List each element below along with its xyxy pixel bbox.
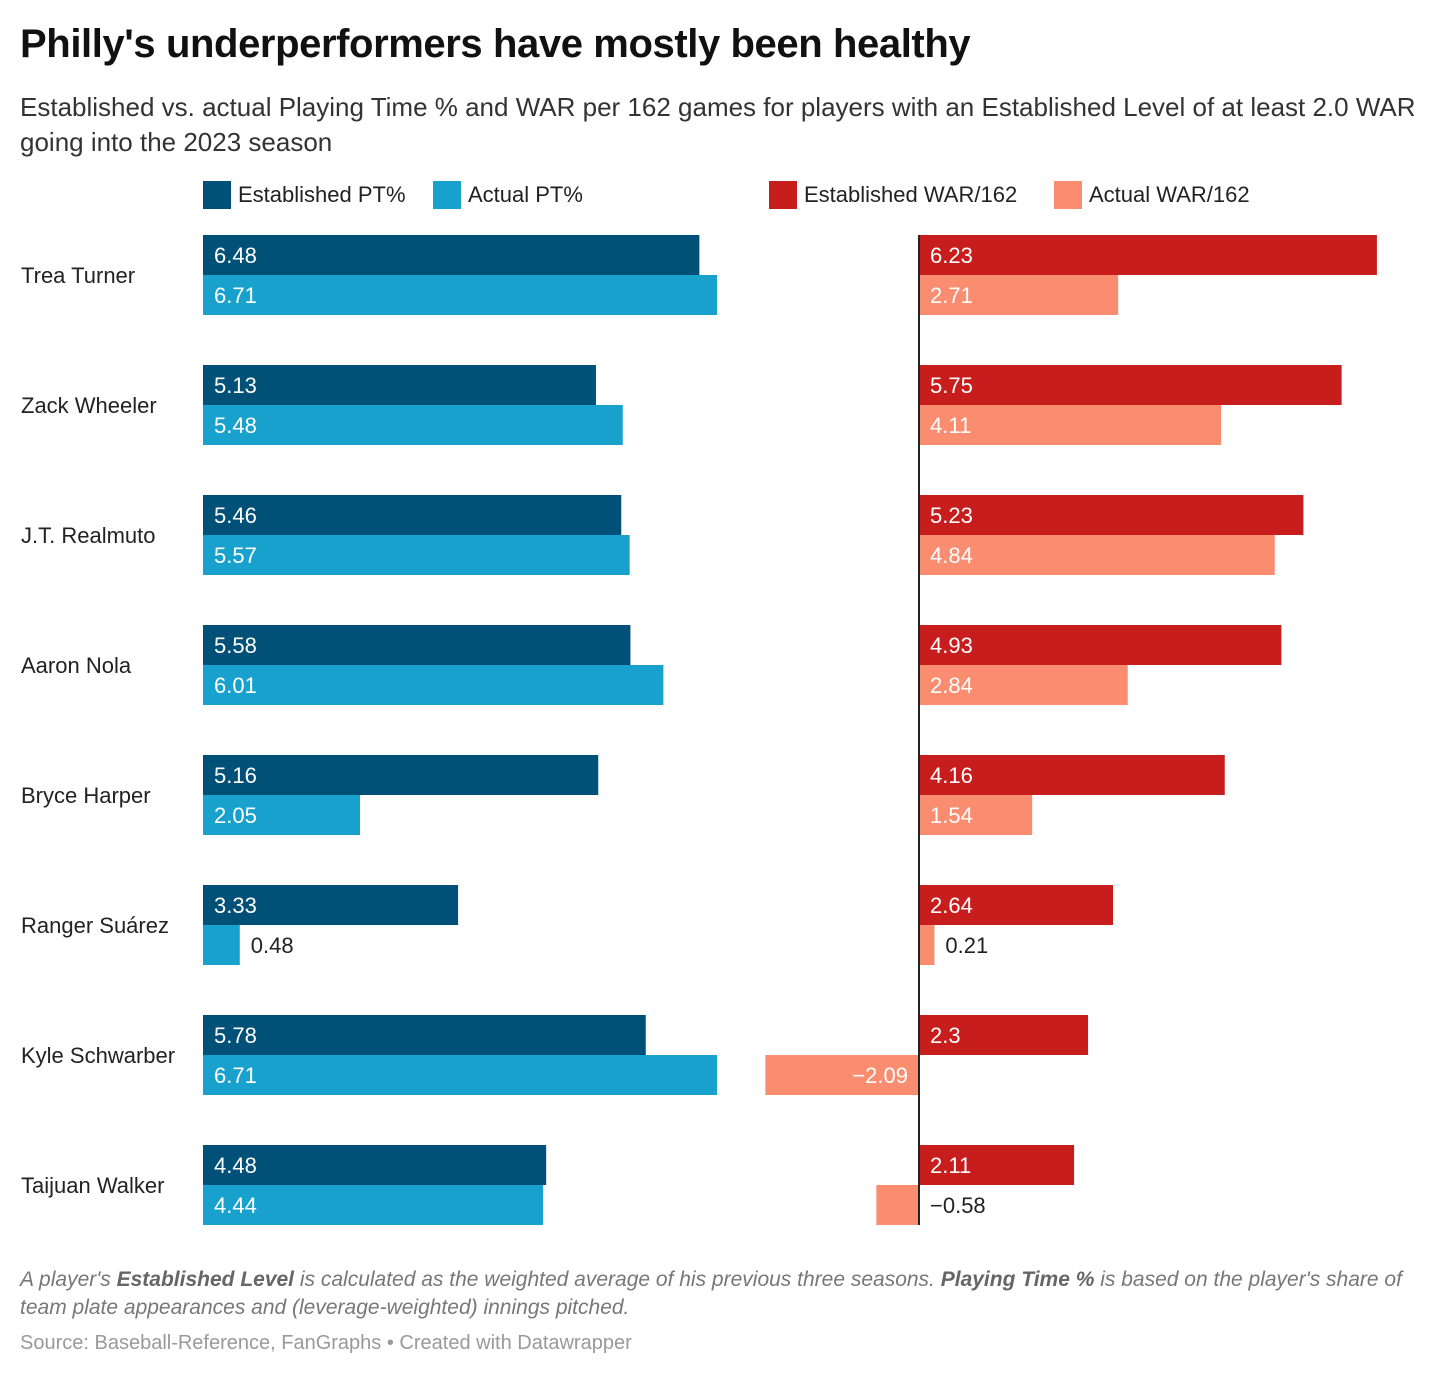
legend-swatch-established-pt [203,181,231,209]
legend-swatch-established-war [769,181,797,209]
legend-item-actual-war: Actual WAR/162 [1054,180,1250,210]
value-label-actual-pt-bryce-harper: 2.05 [214,803,257,828]
value-label-established-pt-taijuan-walker: 4.48 [214,1153,257,1178]
bar-actual-pt-ranger-suarez [203,925,240,965]
legend-label-actual-war: Actual WAR/162 [1089,182,1250,207]
bar-actual-war-162-taijuan-walker [876,1185,919,1225]
value-label-actual-war-162-ranger-suarez: 0.21 [945,933,988,958]
value-label-actual-war-162-kyle-schwarber: −2.09 [852,1063,908,1088]
bar-established-pt-ranger-suarez [203,885,459,925]
bar-actual-pt-bryce-harper [203,795,361,835]
bar-established-war-162-bryce-harper [919,755,1225,795]
bar-actual-pt-taijuan-walker [203,1185,544,1225]
bar-actual-war-162-zack-wheeler [919,405,1222,445]
value-label-actual-pt-taijuan-walker: 4.44 [214,1193,257,1218]
legend-item-established-war: Established WAR/162 [769,180,1017,210]
value-label-established-war-162-trea-turner: 6.23 [930,243,973,268]
category-label-taijuan-walker: Taijuan Walker [21,1173,164,1198]
value-label-actual-pt-j-t-realmuto: 5.57 [214,543,257,568]
bar-established-pt-taijuan-walker [203,1145,547,1185]
bar-actual-war-162-j-t-realmuto [919,535,1275,575]
value-label-actual-war-162-taijuan-walker: −0.58 [930,1193,986,1218]
bar-established-war-162-zack-wheeler [919,365,1342,405]
bar-established-pt-aaron-nola [203,625,631,665]
bar-established-war-162-aaron-nola [919,625,1282,665]
value-label-actual-pt-trea-turner: 6.71 [214,283,257,308]
bar-established-war-162-kyle-schwarber [919,1015,1089,1055]
bar-established-war-162-trea-turner [919,235,1377,275]
legend-label-established-pt: Established PT% [238,182,406,207]
value-label-established-pt-trea-turner: 6.48 [214,243,257,268]
bar-actual-pt-zack-wheeler [203,405,623,445]
legend-item-established-pt: Established PT% [203,180,406,210]
bar-actual-war-162-ranger-suarez [919,925,935,965]
value-label-established-war-162-taijuan-walker: 2.11 [930,1153,971,1178]
value-label-established-pt-zack-wheeler: 5.13 [214,373,257,398]
value-label-established-pt-kyle-schwarber: 5.78 [214,1023,257,1048]
bar-established-pt-trea-turner [203,235,700,275]
bar-actual-pt-j-t-realmuto [203,535,630,575]
legend-swatch-actual-war [1054,181,1082,209]
value-label-actual-pt-zack-wheeler: 5.48 [214,413,257,438]
value-label-actual-war-162-bryce-harper: 1.54 [930,803,973,828]
value-label-actual-pt-ranger-suarez: 0.48 [251,933,294,958]
category-label-kyle-schwarber: Kyle Schwarber [21,1043,175,1068]
value-label-established-pt-j-t-realmuto: 5.46 [214,503,257,528]
value-label-actual-war-162-j-t-realmuto: 4.84 [930,543,973,568]
value-label-actual-war-162-trea-turner: 2.71 [930,283,973,308]
value-label-established-war-162-ranger-suarez: 2.64 [930,893,973,918]
category-label-trea-turner: Trea Turner [21,263,135,288]
chart-title: Philly's underperformers have mostly bee… [20,22,971,66]
bar-chart: Trea Turner 6.48 6.71 6.23 2.71 Zack Wheeler 5… [21,235,1377,1225]
legend-swatch-actual-pt [433,181,461,209]
category-label-bryce-harper: Bryce Harper [21,783,151,808]
methodology-note: A player's Established Level is calculat… [20,1268,1402,1319]
chart-subtitle: Established vs. actual Playing Time % an… [20,92,1416,157]
source-credit: Source: Baseball-Reference, FanGraphs • … [20,1332,632,1354]
value-label-established-war-162-kyle-schwarber: 2.3 [930,1023,961,1048]
bar-established-war-162-j-t-realmuto [919,495,1304,535]
value-label-established-pt-bryce-harper: 5.16 [214,763,257,788]
category-label-ranger-suarez: Ranger Suárez [21,913,169,938]
value-label-actual-war-162-zack-wheeler: 4.11 [930,413,971,438]
bar-actual-war-162-trea-turner [919,275,1119,315]
bar-actual-pt-aaron-nola [203,665,664,705]
bar-actual-pt-trea-turner [203,275,717,315]
bar-established-pt-bryce-harper [203,755,599,795]
value-label-established-pt-aaron-nola: 5.58 [214,633,257,658]
bar-established-war-162-ranger-suarez [919,885,1114,925]
legend-label-established-war: Established WAR/162 [804,182,1018,207]
bar-actual-war-162-bryce-harper [919,795,1033,835]
value-label-established-pt-ranger-suarez: 3.33 [214,893,257,918]
value-label-established-war-162-aaron-nola: 4.93 [930,633,973,658]
bar-actual-war-162-kyle-schwarber [765,1055,919,1095]
category-label-j-t-realmuto: J.T. Realmuto [21,523,156,548]
category-label-zack-wheeler: Zack Wheeler [21,393,157,418]
bar-established-pt-zack-wheeler [203,365,596,405]
bar-actual-pt-kyle-schwarber [203,1055,717,1095]
bar-established-pt-j-t-realmuto [203,495,622,535]
legend-label-actual-pt: Actual PT% [468,182,583,207]
value-label-established-war-162-zack-wheeler: 5.75 [930,373,973,398]
value-label-established-war-162-bryce-harper: 4.16 [930,763,973,788]
legend-item-actual-pt: Actual PT% [433,180,583,210]
bar-actual-war-162-aaron-nola [919,665,1128,705]
value-label-actual-pt-kyle-schwarber: 6.71 [214,1063,257,1088]
bar-established-pt-kyle-schwarber [203,1015,646,1055]
value-label-actual-war-162-aaron-nola: 2.84 [930,673,973,698]
category-label-aaron-nola: Aaron Nola [21,653,132,678]
value-label-actual-pt-aaron-nola: 6.01 [214,673,257,698]
bar-established-war-162-taijuan-walker [919,1145,1075,1185]
value-label-established-war-162-j-t-realmuto: 5.23 [930,503,973,528]
